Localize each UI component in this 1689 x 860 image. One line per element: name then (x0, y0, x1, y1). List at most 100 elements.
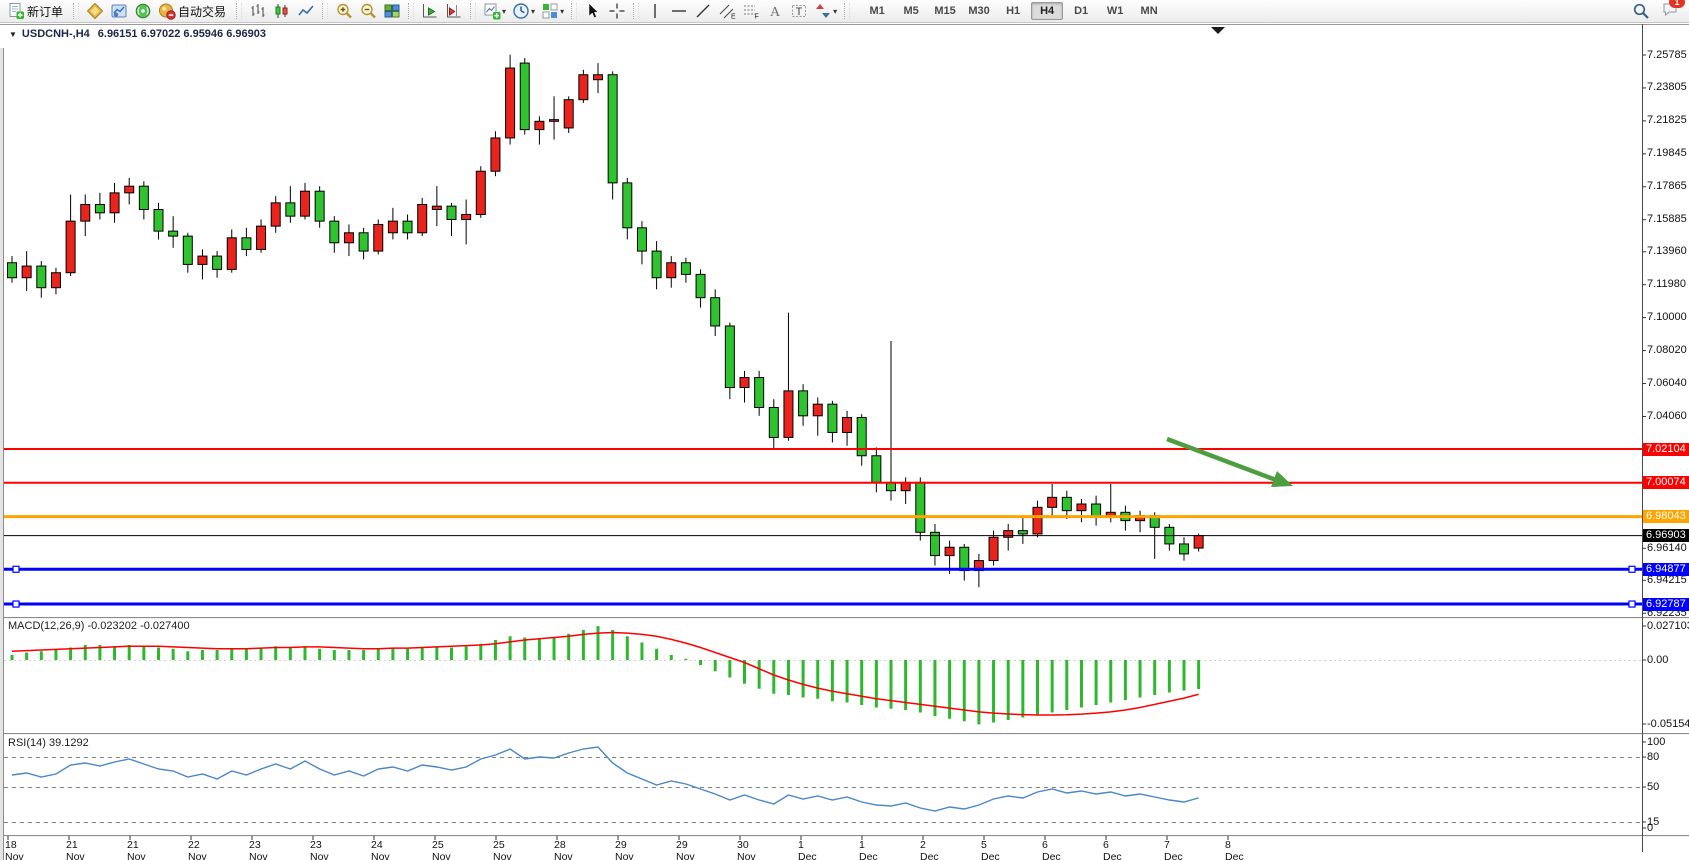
candle-body (1193, 535, 1204, 549)
annotation-arrow[interactable] (1166, 436, 1277, 483)
text-label-tool[interactable]: T (788, 1, 810, 21)
chart-shift-marker-icon[interactable] (1211, 27, 1225, 34)
candle-body (417, 204, 428, 234)
candle-body (622, 182, 633, 229)
line-chart-button[interactable] (295, 1, 317, 21)
zoom-in-button[interactable] (333, 1, 355, 21)
price-axis-tick-7.11980: 7.11980 (1647, 278, 1686, 291)
channel-tool[interactable]: E (716, 1, 738, 21)
candle-body (7, 262, 17, 279)
rsi-axis-label-15: 15 (1647, 815, 1660, 828)
candle-body (80, 204, 91, 222)
tile-windows-button[interactable] (381, 1, 403, 21)
candle-body (1061, 496, 1072, 512)
symbols-button[interactable] (84, 1, 106, 21)
chart-shift-button[interactable] (443, 1, 465, 21)
candle-body (798, 390, 809, 417)
new-order-button[interactable]: 新订单 (5, 1, 68, 21)
price-axis-tick-7.23805: 7.23805 (1647, 81, 1687, 94)
line-handle[interactable] (1628, 565, 1636, 573)
price-axis-tick-7.06040: 7.06040 (1647, 377, 1687, 390)
search-button[interactable] (1630, 1, 1652, 21)
indicators-button[interactable]: ▾ (539, 1, 566, 21)
dropdown-caret-icon[interactable]: ▾ (560, 6, 565, 16)
horizontal-line-tool[interactable] (668, 1, 690, 21)
chart-ohlc-values: 6.96151 6.97022 6.95946 6.96903 (97, 28, 266, 40)
toolbar-group-separator (844, 3, 851, 19)
candle-body (1003, 530, 1014, 538)
price-line-label-6.96903: 6.96903 (1643, 529, 1689, 543)
line-handle[interactable] (12, 565, 20, 573)
new-chart-button[interactable]: ▾ (481, 1, 508, 21)
candle-body (636, 227, 647, 252)
rsi-axis-label-0: 0 (1647, 821, 1654, 834)
time-axis-label: 7 Dec 08:00 (1164, 839, 1183, 860)
candle-body (343, 232, 354, 244)
candle-body (959, 546, 970, 572)
chat-button[interactable]: 1 (1661, 0, 1685, 23)
price-axis-tick-7.17865: 7.17865 (1647, 180, 1687, 193)
data-window-button[interactable] (108, 1, 130, 21)
timeframe-button-M5[interactable]: M5 (903, 5, 919, 17)
chart-canvas[interactable] (0, 24, 1689, 860)
toolbar-group-separator (73, 3, 80, 19)
time-axis-label: 30 Nov 12:00 (737, 839, 756, 860)
search-icon (1632, 2, 1650, 20)
dropdown-caret-icon[interactable]: ▾ (833, 6, 838, 16)
auto-scroll-button[interactable] (419, 1, 441, 21)
chart-title-caret-icon: ▼ (9, 29, 17, 39)
line-handle[interactable] (12, 600, 20, 608)
candle-body (724, 325, 735, 389)
price-axis-tick-7.04060: 7.04060 (1647, 409, 1687, 422)
new-chart-icon (483, 2, 501, 20)
timeframe-button-W1[interactable]: W1 (1106, 5, 1124, 17)
candle-body (387, 220, 398, 234)
toolbar-group-separator (470, 3, 477, 19)
macd-axis-label-0.027103: 0.027103 (1647, 619, 1689, 632)
zoom-out-button[interactable] (357, 1, 379, 21)
trendline-tool[interactable] (692, 1, 714, 21)
time-axis-label: 23 Nov 16:00 (310, 839, 329, 860)
line-handle[interactable] (1628, 600, 1636, 608)
cursor-tool-button[interactable] (582, 1, 604, 21)
candle-body (109, 192, 120, 214)
autotrading-icon (158, 2, 176, 20)
window-left-border (0, 48, 4, 860)
timeframe-button-H1[interactable]: H1 (1006, 5, 1021, 17)
timeframe-button-M30[interactable]: M30 (968, 5, 990, 17)
candle-body (754, 377, 765, 408)
candle-body (695, 273, 706, 299)
bar-chart-button[interactable] (247, 1, 269, 21)
timeframe-button-D1[interactable]: D1 (1074, 5, 1089, 17)
candle-body (65, 220, 76, 274)
toolbar-right-icons: 1 (1629, 0, 1685, 23)
candle-body (197, 255, 208, 265)
candle-body (710, 297, 721, 327)
timeframe-button-MN[interactable]: MN (1140, 5, 1158, 17)
candle-body (373, 223, 384, 252)
arrows-tool[interactable]: ▾ (812, 1, 839, 21)
candle-body (944, 546, 955, 557)
candlestick-chart-button[interactable] (271, 1, 293, 21)
candle-body (519, 62, 530, 131)
timeframe-button-M15[interactable]: M15 (934, 5, 956, 17)
autotrading-button[interactable]: 自动交易 (156, 1, 231, 21)
candle-body (812, 403, 823, 417)
svg-text:F: F (755, 14, 759, 21)
chart-window[interactable]: ▼ USDCNH-,H4 6.96151 6.97022 6.95946 6.9… (0, 24, 1689, 860)
dropdown-caret-icon[interactable]: ▾ (531, 6, 536, 16)
dropdown-caret-icon[interactable]: ▾ (502, 6, 507, 16)
vertical-line-tool[interactable] (644, 1, 666, 21)
time-axis-label: 1 Dec 04:00 (798, 839, 817, 860)
navigator-button[interactable] (132, 1, 154, 21)
timeframe-button-M1[interactable]: M1 (869, 5, 885, 17)
periods-button[interactable]: ▾ (510, 1, 537, 21)
text-tool[interactable]: A (764, 1, 786, 21)
price-axis-tick-7.19845: 7.19845 (1647, 147, 1687, 160)
crosshair-tool-button[interactable] (606, 1, 628, 21)
timeframe-button-H4[interactable]: H4 (1031, 2, 1064, 20)
fibonacci-tool[interactable]: F (740, 1, 762, 21)
rsi-axis-label-100: 100 (1647, 735, 1666, 748)
timeframe-switcher: M1 M5 M15 M30 H1 H4 D1 W1 MN (860, 2, 1166, 20)
navigator-icon (134, 2, 152, 20)
